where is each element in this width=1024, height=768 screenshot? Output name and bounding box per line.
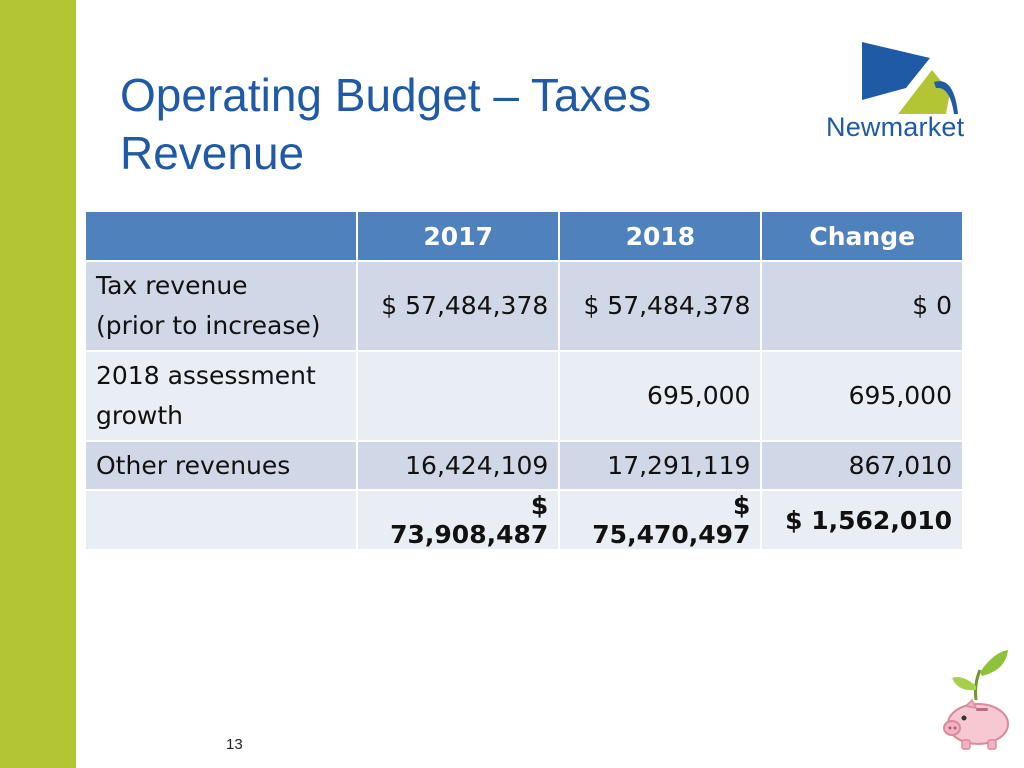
row-label: Tax revenue (prior to increase)	[83, 260, 359, 352]
table-header-row: 2017 2018 Change	[83, 210, 964, 262]
cell-change: 867,010	[760, 440, 964, 491]
header-cell-2017: 2017	[356, 210, 561, 262]
logo-text: Newmarket	[826, 112, 965, 142]
cell-change: $ 0	[760, 260, 964, 352]
row-label: 2018 assessment growth	[83, 350, 359, 442]
table-row-tax-revenue: Tax revenue (prior to increase) $ 57,484…	[83, 260, 964, 352]
cell-2018-total: $ 75,470,497	[558, 489, 763, 551]
page-number: 13	[226, 736, 243, 753]
newmarket-logo-icon	[862, 42, 958, 114]
accent-side-bar	[0, 0, 76, 768]
cell-2018: 17,291,119	[558, 440, 763, 491]
header-cell-change: Change	[760, 210, 964, 262]
slide-title-line-1: Operating Budget – Taxes	[120, 69, 652, 121]
cell-2017	[356, 350, 561, 442]
row-label-line: Tax revenue	[96, 271, 248, 300]
cell-2018: $ 57,484,378	[558, 260, 763, 352]
row-label: Other revenues	[83, 440, 359, 491]
cell-2017: $ 57,484,378	[356, 260, 561, 352]
cell-2018: 695,000	[558, 350, 763, 442]
table-row-total: $ 73,908,487 $ 75,470,497 $ 1,562,010	[83, 489, 964, 551]
slide-title-line-2: Revenue	[120, 127, 305, 179]
piggy-bank-sprout-icon	[943, 650, 1009, 750]
slide-title: Operating Budget – Taxes Revenue	[120, 66, 800, 182]
cell-2017: 16,424,109	[356, 440, 561, 491]
row-label	[83, 489, 359, 551]
table-row-other-revenues: Other revenues 16,424,109 17,291,119 867…	[83, 440, 964, 491]
budget-table: 2017 2018 Change Tax revenue (prior to i…	[83, 210, 964, 551]
cell-change: 695,000	[760, 350, 964, 442]
row-label-line: growth	[96, 401, 183, 430]
table-row-assessment-growth: 2018 assessment growth 695,000 695,000	[83, 350, 964, 442]
row-label-line: (prior to increase)	[96, 311, 321, 340]
row-label-line: Other revenues	[96, 451, 291, 480]
header-cell-label	[83, 210, 359, 262]
row-label-line: 2018 assessment	[96, 361, 316, 390]
cell-2017-total: $ 73,908,487	[356, 489, 561, 551]
header-cell-2018: 2018	[558, 210, 763, 262]
cell-change-total: $ 1,562,010	[760, 489, 964, 551]
